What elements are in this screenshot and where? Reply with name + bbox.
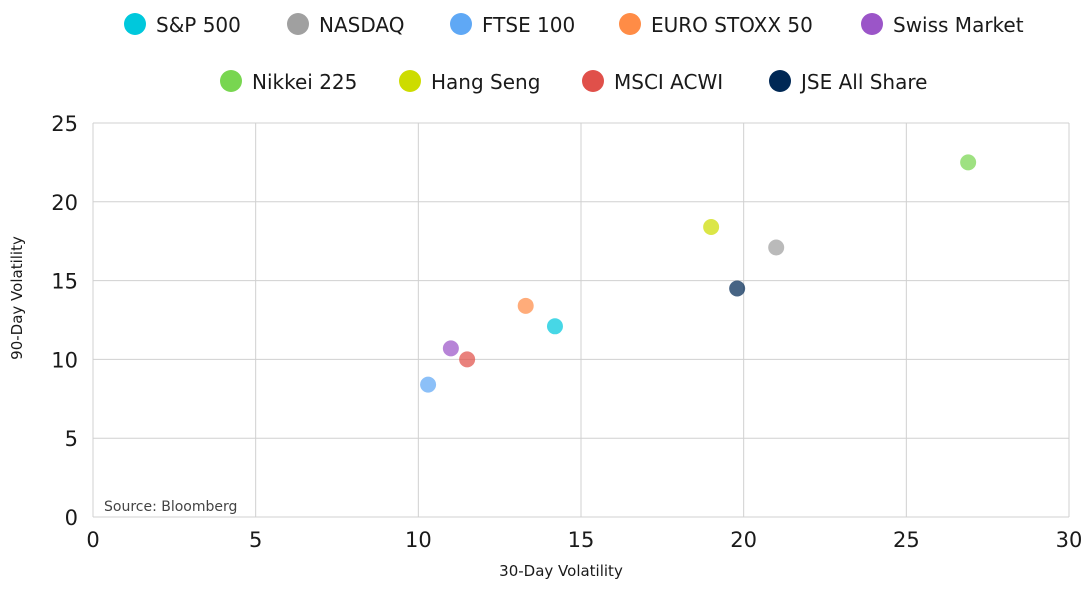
y-tick-label: 10 — [51, 348, 78, 372]
data-point — [517, 297, 534, 314]
x-tick-label: 20 — [730, 528, 757, 552]
data-point — [459, 351, 476, 368]
legend-label: JSE All Share — [799, 70, 927, 94]
y-tick-label: 15 — [51, 270, 78, 294]
data-point — [442, 340, 459, 357]
grid — [92, 122, 1070, 518]
data-point — [768, 239, 785, 256]
legend-label: Nikkei 225 — [252, 70, 357, 94]
x-tick-label: 0 — [86, 528, 99, 552]
legend-marker — [619, 13, 641, 35]
legend-label: Swiss Market — [893, 13, 1024, 37]
y-tick-label: 25 — [51, 112, 78, 136]
y-tick-label: 5 — [65, 427, 78, 451]
source-annotation: Source: Bloomberg — [104, 499, 237, 515]
legend-marker — [124, 13, 146, 35]
x-tick-label: 15 — [568, 528, 595, 552]
x-tick-label: 25 — [893, 528, 920, 552]
legend-label: NASDAQ — [319, 13, 404, 37]
legend-label: EURO STOXX 50 — [651, 13, 813, 37]
data-point — [703, 219, 720, 236]
legend-marker — [582, 70, 604, 92]
legend-label: FTSE 100 — [482, 13, 575, 37]
legend-marker — [450, 13, 472, 35]
data-point — [420, 376, 437, 393]
data-points — [420, 154, 977, 393]
legend-marker — [769, 70, 791, 92]
x-tick-label: 30 — [1056, 528, 1083, 552]
x-tick-label: 10 — [405, 528, 432, 552]
data-point — [960, 154, 977, 171]
legend-marker — [399, 70, 421, 92]
legend-marker — [220, 70, 242, 92]
legend-label: S&P 500 — [156, 13, 241, 37]
y-tick-label: 20 — [51, 191, 78, 215]
data-point — [546, 318, 563, 335]
legend: S&P 500 NASDAQ FTSE 100 EURO STOXX 50 Swiss … — [124, 13, 1024, 94]
legend-label: MSCI ACWI — [614, 70, 723, 94]
legend-marker — [287, 13, 309, 35]
x-tick-label: 5 — [249, 528, 262, 552]
legend-label: Hang Seng — [431, 70, 540, 94]
data-point — [729, 280, 746, 297]
legend-marker — [861, 13, 883, 35]
y-axis-label: 90-Day Volatility — [8, 236, 26, 360]
y-tick-label: 0 — [65, 506, 78, 530]
tick-labels: 0 5 10 15 20 25 30 0 5 10 15 20 25 — [51, 112, 1082, 552]
x-axis-label: 30-Day Volatility — [499, 562, 623, 580]
